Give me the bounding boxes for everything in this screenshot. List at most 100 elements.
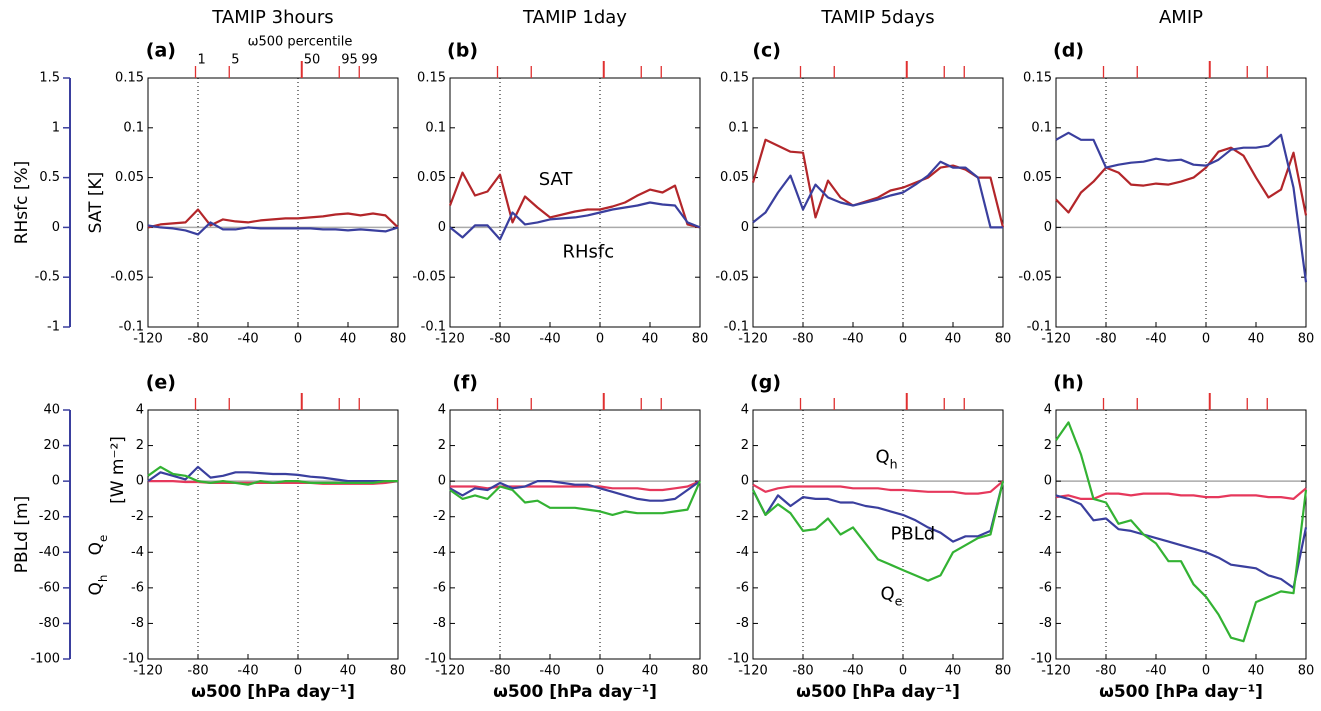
y-tick-label: 4: [1044, 403, 1052, 418]
y-tick-label: 0.1: [728, 120, 749, 135]
series-line: [752, 480, 1005, 582]
x-tick-label: -80: [489, 332, 510, 347]
y-tick-label: -8: [131, 616, 144, 631]
series-name: Q: [86, 582, 106, 595]
panel-label: (c): [752, 40, 781, 62]
x-tick-label: 40: [340, 332, 357, 347]
x-tick-label: -40: [539, 664, 560, 679]
y2-tick-label: -1: [47, 320, 60, 335]
x-tick-label: 40: [642, 332, 659, 347]
plot-frame: [1055, 77, 1307, 328]
series-name: PBLd: [891, 524, 936, 545]
y-tick-label: 0.15: [720, 71, 749, 86]
x-tick-label: -120: [1041, 664, 1071, 679]
x-tick-label: 0: [1202, 332, 1210, 347]
y-tick-label: 0: [438, 474, 446, 489]
y-tick-label: -0.1: [421, 320, 446, 335]
series-line: [448, 171, 701, 229]
y-tick-label: 4: [438, 403, 446, 418]
y-tick-label: 0: [741, 474, 749, 489]
y2-tick-label: 20: [43, 438, 60, 453]
series-label: Qe: [881, 583, 903, 608]
y-tick-label: 0.15: [115, 71, 144, 86]
x-tick-label: 40: [945, 332, 962, 347]
plot-frame: [449, 409, 701, 660]
y2-tick-label: -60: [39, 580, 60, 595]
x-tick-label: 80: [995, 332, 1012, 347]
y-tick-label: -0.05: [110, 270, 144, 285]
y-tick-label: 0.1: [123, 120, 144, 135]
y-tick-label: -0.1: [119, 320, 144, 335]
y-tick-label: -6: [1039, 580, 1052, 595]
percentile-label: 1: [198, 53, 206, 68]
x-tick-label: -40: [237, 332, 258, 347]
x-tick-label: -40: [842, 664, 863, 679]
percentile-title: ω500 percentile: [248, 35, 353, 50]
x-tick-label: 0: [294, 332, 302, 347]
series-line: [751, 138, 1005, 228]
y-tick-label: -4: [736, 545, 749, 560]
series-line: [147, 221, 399, 236]
series-name: Q: [881, 583, 895, 604]
x-tick-label: -120: [133, 332, 163, 347]
series-line: [147, 465, 398, 483]
y-tick-label: -4: [433, 545, 446, 560]
y-axis-label: SAT [K]: [86, 172, 106, 234]
x-tick-label: -80: [1095, 664, 1116, 679]
series-line: [1055, 421, 1308, 643]
y2-tick-label: 0: [52, 474, 60, 489]
y-axis-label: [W m⁻²]: [108, 436, 128, 504]
y-tick-label: -0.05: [1018, 270, 1052, 285]
series-label: SAT: [539, 169, 574, 190]
y2-tick-label: -40: [39, 545, 60, 560]
y-tick-label: 0: [136, 220, 144, 235]
series-label: PBLd: [891, 524, 936, 545]
percentile-label: 95: [341, 53, 358, 68]
y-tick-label: -4: [1039, 545, 1052, 560]
y-tick-label: 2: [438, 438, 446, 453]
x-tick-label: 80: [692, 332, 709, 347]
y-tick-label: -10: [1031, 652, 1052, 667]
x-tick-label: -120: [1041, 332, 1071, 347]
y-tick-label: 0: [1044, 474, 1052, 489]
series-line: [449, 480, 702, 516]
x-tick-label: -80: [792, 332, 813, 347]
series-name: SAT: [539, 169, 574, 190]
plot-frame: [1055, 409, 1307, 660]
plot-frame: [449, 77, 701, 328]
y2-tick-label: -100: [30, 652, 60, 667]
series-label: Qh: [86, 575, 110, 596]
y2-axis-label: PBLd [m]: [12, 496, 32, 573]
x-tick-label: -40: [539, 332, 560, 347]
x-tick-label: 80: [1298, 664, 1315, 679]
panel-label: (e): [146, 372, 176, 394]
x-tick-label: -80: [187, 664, 208, 679]
y-tick-label: -0.05: [715, 270, 749, 285]
plot-frame: [752, 77, 1004, 328]
x-tick-label: -80: [489, 664, 510, 679]
series-line: [752, 160, 1003, 229]
x-tick-label: 40: [642, 664, 659, 679]
plot-frame: [147, 77, 399, 328]
x-tick-label: 40: [1248, 332, 1265, 347]
x-tick-label: -120: [435, 664, 465, 679]
y-tick-label: 2: [1044, 438, 1052, 453]
x-tick-label: -80: [187, 332, 208, 347]
y-tick-label: 4: [136, 403, 144, 418]
y2-tick-label: 1: [52, 120, 60, 135]
panel-label: (d): [1053, 40, 1084, 62]
series-subscript: h: [890, 456, 898, 471]
y2-axis-label: RHsfc [%]: [12, 161, 32, 245]
y2-tick-label: 1.5: [39, 71, 60, 86]
x-tick-label: -120: [133, 664, 163, 679]
x-axis-label: ω500 [hPa day⁻¹]: [1099, 682, 1263, 702]
panel-label: (a): [146, 40, 176, 62]
y-tick-label: -6: [736, 580, 749, 595]
y-tick-label: -4: [131, 545, 144, 560]
x-tick-label: -80: [1095, 332, 1116, 347]
x-tick-label: 40: [340, 664, 357, 679]
y2-tick-label: 0.5: [39, 170, 60, 185]
y-tick-label: 0.15: [1023, 71, 1052, 86]
panel-label: (b): [447, 40, 478, 62]
